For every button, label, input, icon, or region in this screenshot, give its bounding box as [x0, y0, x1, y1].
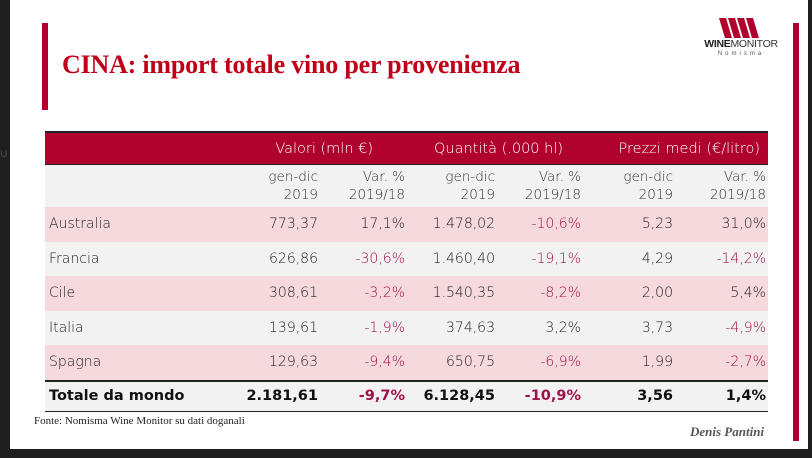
- prezzi-var-cell: -2,7%: [725, 354, 766, 371]
- total-prezzi: 3,56: [637, 388, 673, 404]
- logo-brand-text: WINEMONITOR: [686, 39, 796, 50]
- country-cell: Cile: [49, 285, 76, 302]
- sub-header-prezzi-var: Var. % 2019/18: [709, 169, 766, 203]
- quantita-cell: 1.460,40: [432, 250, 495, 267]
- valori-cell: 139,61: [269, 319, 318, 336]
- prezzi-var-cell: -14,2%: [716, 250, 766, 267]
- total-valori: 2.181,61: [246, 388, 318, 404]
- country-cell: Francia: [49, 250, 100, 267]
- prezzi-cell: 5,23: [641, 216, 673, 233]
- slide: CINA: import totale vino per provenienza…: [10, 0, 808, 449]
- table-sub-header: gen-dic 2019 Var. % 2019/18 gen-dic 2019…: [45, 165, 768, 207]
- valori-cell: 308,61: [269, 285, 318, 302]
- valori-cell: 129,63: [269, 354, 318, 371]
- quantita-cell: 650,75: [446, 354, 495, 371]
- author-name: Denis Pantini: [690, 424, 765, 439]
- table-group-header: Valori (mln €) Quantità (.000 hl) Prezzi…: [45, 131, 768, 165]
- country-cell: Spagna: [49, 354, 102, 371]
- prezzi-cell: 1,99: [641, 354, 673, 371]
- title-accent-bar: [42, 23, 48, 110]
- country-cell: Australia: [49, 216, 111, 233]
- prezzi-cell: 3,73: [641, 319, 673, 336]
- table-total-row: Totale da mondo 2.181,61 -9,7% 6.128,45 …: [45, 379, 768, 412]
- quantita-cell: 1.540,35: [432, 285, 495, 302]
- group-header-valori: Valori (mln €): [275, 140, 373, 157]
- background-artifact: u: [0, 146, 8, 160]
- valori-cell: 773,37: [269, 216, 318, 233]
- valori-var-cell: -30,6%: [355, 250, 405, 267]
- prezzi-cell: 2,00: [641, 285, 673, 302]
- quantita-var-cell: -8,2%: [540, 285, 581, 302]
- group-header-prezzi: Prezzi medi (€/litro): [618, 140, 760, 157]
- total-valori-var: -9,7%: [358, 388, 405, 404]
- total-prezzi-var: 1,4%: [725, 388, 766, 404]
- sub-header-quantita-var: Var. % 2019/18: [524, 169, 581, 203]
- quantita-var-cell: 3,2%: [545, 319, 581, 336]
- quantita-var-cell: -10,6%: [531, 216, 581, 233]
- table-row: Australia 773,37 17,1% 1.478,02 -10,6% 5…: [45, 207, 768, 242]
- prezzi-var-cell: 5,4%: [730, 285, 766, 302]
- quantita-cell: 374,63: [446, 319, 495, 336]
- table-row: Francia 626,86 -30,6% 1.460,40 -19,1% 4,…: [45, 241, 768, 276]
- valori-cell: 626,86: [269, 250, 318, 267]
- prezzi-cell: 4,29: [641, 250, 673, 267]
- quantita-var-cell: -6,9%: [540, 354, 581, 371]
- sub-header-quantita-period: gen-dic 2019: [445, 169, 495, 203]
- sub-header-valori-var: Var. % 2019/18: [348, 169, 405, 203]
- valori-var-cell: 17,1%: [360, 216, 405, 233]
- import-table: Valori (mln €) Quantità (.000 hl) Prezzi…: [45, 131, 768, 412]
- prezzi-var-cell: -4,9%: [725, 319, 766, 336]
- quantita-var-cell: -19,1%: [531, 250, 581, 267]
- logo-brand-bold: WINE: [704, 38, 731, 50]
- valori-var-cell: -9,4%: [364, 354, 405, 371]
- sub-header-prezzi-period: gen-dic 2019: [623, 169, 673, 203]
- logo-brand-light: MONITOR: [730, 38, 778, 50]
- source-note: Fonte: Nomisma Wine Monitor su dati doga…: [34, 415, 245, 427]
- total-quantita: 6.128,45: [423, 388, 495, 404]
- wine-monitor-logo-icon: [719, 18, 759, 38]
- table-row: Italia 139,61 -1,9% 374,63 3,2% 3,73 -4,…: [45, 310, 768, 345]
- table-row: Cile 308,61 -3,2% 1.540,35 -8,2% 2,00 5,…: [45, 276, 768, 311]
- wine-monitor-logo: WINEMONITOR Nomisma: [686, 18, 796, 63]
- valori-var-cell: -1,9%: [364, 319, 405, 336]
- slide-title: CINA: import totale vino per provenienza: [62, 50, 521, 79]
- total-quantita-var: -10,9%: [524, 388, 581, 404]
- logo-subtitle: Nomisma: [717, 51, 765, 57]
- prezzi-var-cell: 31,0%: [721, 216, 766, 233]
- quantita-cell: 1.478,02: [432, 216, 495, 233]
- table-row: Spagna 129,63 -9,4% 650,75 -6,9% 1,99 -2…: [45, 345, 768, 380]
- group-header-quantita: Quantità (.000 hl): [434, 140, 563, 157]
- sub-header-valori-period: gen-dic 2019: [268, 169, 318, 203]
- total-label: Totale da mondo: [49, 388, 185, 404]
- country-cell: Italia: [49, 319, 84, 336]
- valori-var-cell: -3,2%: [364, 285, 405, 302]
- right-accent-bar: [793, 23, 799, 441]
